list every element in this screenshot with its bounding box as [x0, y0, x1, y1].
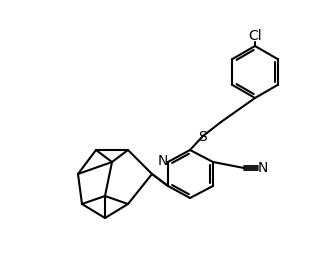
Text: N: N [158, 154, 168, 168]
Text: Cl: Cl [248, 29, 262, 43]
Text: N: N [258, 161, 268, 175]
Text: S: S [198, 130, 206, 144]
